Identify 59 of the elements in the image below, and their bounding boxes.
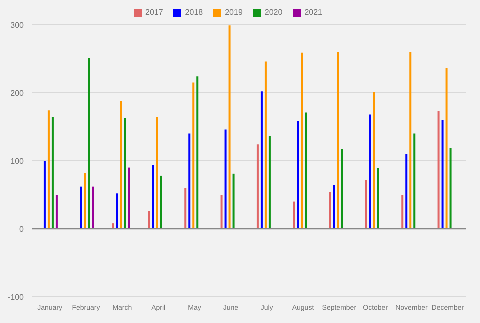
bar: [450, 148, 452, 229]
y-tick-label: 300: [10, 20, 25, 30]
bar: [442, 120, 444, 229]
bar: [124, 118, 126, 229]
legend-label: 2021: [304, 8, 322, 17]
bar: [116, 194, 118, 229]
bar: [268, 136, 271, 229]
bar: [196, 76, 199, 229]
legend-label: 2019: [225, 8, 243, 17]
bar: [48, 110, 50, 229]
bar: [112, 224, 114, 229]
bar: [92, 186, 94, 229]
bar: [446, 68, 448, 229]
bar: [264, 62, 267, 229]
bar: [337, 52, 340, 229]
bar: [220, 195, 223, 229]
y-tick-label: 0: [20, 224, 25, 234]
bar: [297, 122, 300, 229]
bar: [228, 26, 231, 229]
bar: [232, 174, 235, 229]
bar: [156, 117, 158, 229]
bar: [192, 82, 195, 229]
bar: [333, 185, 336, 229]
bar: [402, 195, 404, 229]
bar: [224, 130, 227, 229]
bar: [152, 165, 154, 229]
bar: [369, 114, 372, 229]
bar: [414, 134, 416, 229]
bar: [293, 202, 296, 229]
y-tick-label: 200: [10, 88, 25, 98]
legend-label: 2020: [264, 8, 283, 17]
bar: [438, 111, 440, 229]
bar: [410, 52, 412, 229]
y-tick-label: -100: [8, 292, 25, 302]
bar: [373, 92, 376, 229]
bar: [406, 154, 408, 229]
bar: [256, 144, 259, 229]
y-tick-label: 100: [10, 156, 25, 166]
bar: [188, 134, 191, 229]
bar: [80, 186, 82, 229]
legend-label: 2017: [146, 8, 164, 17]
bar: [184, 188, 187, 229]
legend-label: 2018: [185, 8, 204, 17]
bar: [260, 92, 263, 229]
bar: [128, 168, 130, 229]
bar: [365, 180, 368, 229]
bar: [44, 161, 46, 229]
bar: [120, 101, 122, 229]
bar: [56, 195, 58, 229]
bar: [88, 58, 90, 229]
bar: [160, 176, 162, 229]
bar: [52, 117, 54, 229]
bar: [84, 173, 86, 229]
bar: [341, 149, 344, 229]
bar: [305, 112, 308, 229]
bar: [377, 168, 380, 229]
bar: [301, 52, 304, 229]
bar: [148, 211, 150, 229]
bar: [329, 192, 332, 229]
